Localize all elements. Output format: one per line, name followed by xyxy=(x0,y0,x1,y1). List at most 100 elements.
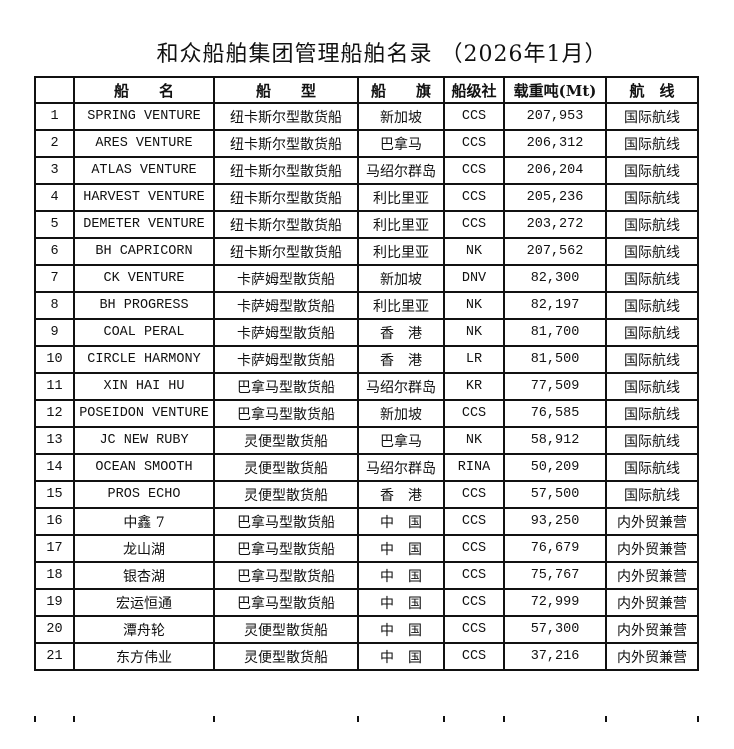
ship-name: HARVEST VENTURE xyxy=(73,183,215,212)
class-society: CCS xyxy=(443,507,505,536)
route: 国际航线 xyxy=(605,372,699,401)
ship-flag: 马绍尔群岛 xyxy=(357,156,445,185)
route: 国际航线 xyxy=(605,264,699,293)
route: 内外贸兼营 xyxy=(605,642,699,671)
table-row: 15 PROS ECHO 灵便型散货船香 港 CCS 57,500 国际航线 xyxy=(34,480,699,509)
ship-name: COAL PERAL xyxy=(73,318,215,347)
header-route: 航 线 xyxy=(605,76,699,104)
table-row: 17 龙山湖 巴拿马型散货船中 国 CCS 76,679 内外贸兼营 xyxy=(34,534,699,563)
route: 内外贸兼营 xyxy=(605,615,699,644)
row-index: 15 xyxy=(34,480,75,509)
row-index: 13 xyxy=(34,426,75,455)
deadweight: 57,500 xyxy=(503,480,607,509)
ship-flag: 利比里亚 xyxy=(357,210,445,239)
ship-flag: 马绍尔群岛 xyxy=(357,453,445,482)
row-index: 6 xyxy=(34,237,75,266)
route: 国际航线 xyxy=(605,129,699,158)
table-row: 16 中鑫 7 巴拿马型散货船中 国 CCS 93,250 内外贸兼营 xyxy=(34,507,699,536)
ship-type: 灵便型散货船 xyxy=(213,642,359,671)
ship-type: 卡萨姆型散货船 xyxy=(213,264,359,293)
deadweight: 206,312 xyxy=(503,129,607,158)
class-society: CCS xyxy=(443,561,505,590)
row-index: 21 xyxy=(34,642,75,671)
row-index: 10 xyxy=(34,345,75,374)
row-index: 18 xyxy=(34,561,75,590)
route: 国际航线 xyxy=(605,345,699,374)
ship-type: 巴拿马型散货船 xyxy=(213,507,359,536)
route: 国际航线 xyxy=(605,156,699,185)
deadweight: 58,912 xyxy=(503,426,607,455)
table-header-row: 船 名 船 型 船 旗 船级社 载重吨(Mt) 航 线 xyxy=(34,76,699,104)
deadweight: 72,999 xyxy=(503,588,607,617)
ship-name: BH PROGRESS xyxy=(73,291,215,320)
class-society: CCS xyxy=(443,102,505,131)
table-row: 20 潭舟轮 灵便型散货船中 国 CCS 57,300 内外贸兼营 xyxy=(34,615,699,644)
class-society: CCS xyxy=(443,210,505,239)
table-row: 21 东方伟业 灵便型散货船中 国 CCS 37,216 内外贸兼营 xyxy=(34,642,699,671)
route: 国际航线 xyxy=(605,453,699,482)
ship-type: 纽卡斯尔型散货船 xyxy=(213,102,359,131)
deadweight: 50,209 xyxy=(503,453,607,482)
ship-type: 纽卡斯尔型散货船 xyxy=(213,210,359,239)
route: 国际航线 xyxy=(605,426,699,455)
ship-flag: 新加坡 xyxy=(357,102,445,131)
ship-type: 卡萨姆型散货船 xyxy=(213,291,359,320)
class-society: CCS xyxy=(443,480,505,509)
deadweight: 76,679 xyxy=(503,534,607,563)
table-row: 4 HARVEST VENTURE 纽卡斯尔型散货船 利比里亚 CCS 205,236 国际… xyxy=(34,183,699,212)
table-row: 14 OCEAN SMOOTH 灵便型散货船 马绍尔群岛 RINA 50,209 国际航线 xyxy=(34,453,699,482)
class-society: NK xyxy=(443,237,505,266)
table-row: 9 COAL PERAL 卡萨姆型散货船香 港 NK 81,700 国际航线 xyxy=(34,318,699,347)
class-society: NK xyxy=(443,291,505,320)
ship-flag: 新加坡 xyxy=(357,264,445,293)
route: 内外贸兼营 xyxy=(605,534,699,563)
ship-flag: 中 国 xyxy=(357,615,445,644)
ship-name: CK VENTURE xyxy=(73,264,215,293)
row-index: 12 xyxy=(34,399,75,428)
table-row: 11 XIN HAI HU 巴拿马型散货船 马绍尔群岛 KR 77,509 国际航线 xyxy=(34,372,699,401)
header-flag: 船 旗 xyxy=(357,76,445,104)
header-class-society: 船级社 xyxy=(443,76,505,104)
row-index: 20 xyxy=(34,615,75,644)
deadweight: 76,585 xyxy=(503,399,607,428)
class-society: CCS xyxy=(443,534,505,563)
ship-name: 东方伟业 xyxy=(73,642,215,671)
deadweight: 82,197 xyxy=(503,291,607,320)
ship-flag: 中 国 xyxy=(357,561,445,590)
ship-flag: 香 港 xyxy=(357,345,445,374)
row-index: 17 xyxy=(34,534,75,563)
ship-name: PROS ECHO xyxy=(73,480,215,509)
route: 内外贸兼营 xyxy=(605,561,699,590)
class-society: LR xyxy=(443,345,505,374)
route: 国际航线 xyxy=(605,291,699,320)
ship-flag: 利比里亚 xyxy=(357,183,445,212)
class-society: NK xyxy=(443,426,505,455)
ship-name: JC NEW RUBY xyxy=(73,426,215,455)
ship-name: 中鑫 7 xyxy=(73,507,215,536)
table-row: 2 ARES VENTURE 纽卡斯尔型散货船 巴拿马 CCS 206,312 国际航线 xyxy=(34,129,699,158)
ship-type: 纽卡斯尔型散货船 xyxy=(213,156,359,185)
ship-type: 纽卡斯尔型散货船 xyxy=(213,237,359,266)
row-index: 1 xyxy=(34,102,75,131)
ship-name: 潭舟轮 xyxy=(73,615,215,644)
deadweight: 93,250 xyxy=(503,507,607,536)
row-index: 7 xyxy=(34,264,75,293)
ship-name: CIRCLE HARMONY xyxy=(73,345,215,374)
ship-type: 灵便型散货船 xyxy=(213,453,359,482)
ship-name: ATLAS VENTURE xyxy=(73,156,215,185)
deadweight: 77,509 xyxy=(503,372,607,401)
header-dwt: 载重吨(Mt) xyxy=(503,76,607,104)
ship-flag: 中 国 xyxy=(357,507,445,536)
row-index: 4 xyxy=(34,183,75,212)
row-index: 11 xyxy=(34,372,75,401)
table-row: 3 ATLAS VENTURE 纽卡斯尔型散货船 马绍尔群岛 CCS 206,204 国际航… xyxy=(34,156,699,185)
table-row: 7 CK VENTURE 卡萨姆型散货船 新加坡 DNV 82,300 国际航线 xyxy=(34,264,699,293)
deadweight: 207,562 xyxy=(503,237,607,266)
ship-name: SPRING VENTURE xyxy=(73,102,215,131)
table-row: 1 SPRING VENTURE 纽卡斯尔型散货船 新加坡 CCS 207,953 国际航线 xyxy=(34,102,699,131)
ship-flag: 巴拿马 xyxy=(357,426,445,455)
table-row: 12 POSEIDON VENTURE 巴拿马型散货船 新加坡 CCS 76,585 国际航… xyxy=(34,399,699,428)
deadweight: 203,272 xyxy=(503,210,607,239)
ship-flag: 马绍尔群岛 xyxy=(357,372,445,401)
ship-flag: 利比里亚 xyxy=(357,237,445,266)
